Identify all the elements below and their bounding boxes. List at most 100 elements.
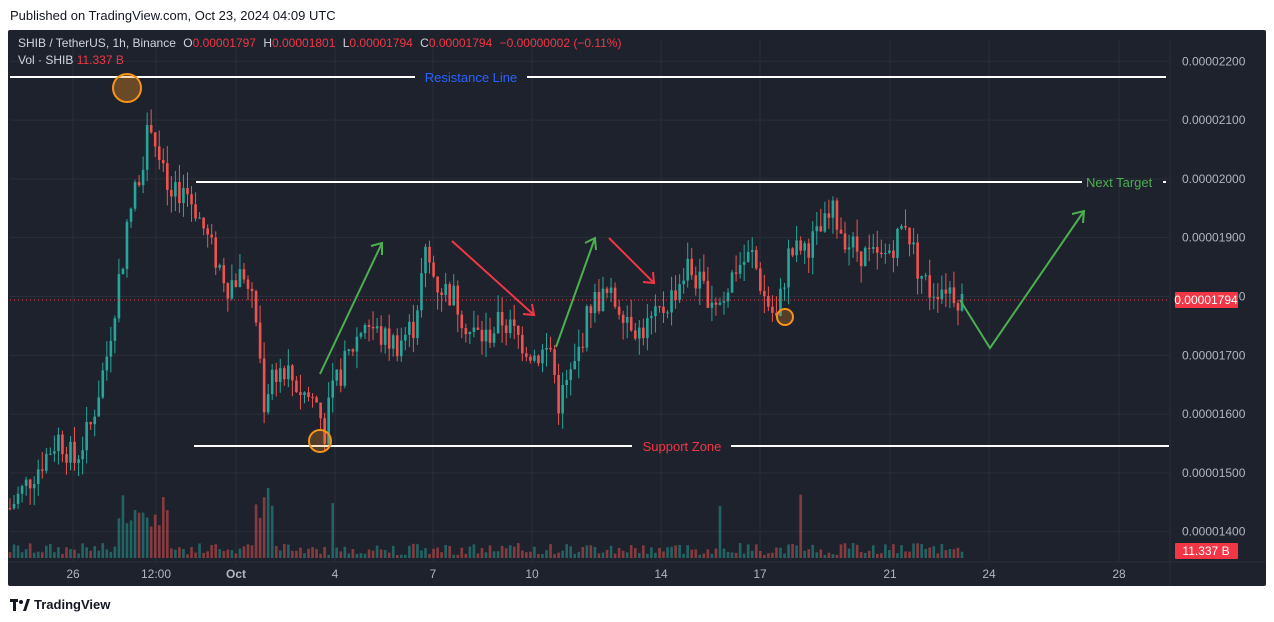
volume-bar — [278, 550, 282, 558]
tradingview-logo[interactable]: TradingView — [10, 597, 110, 612]
candle-body — [609, 287, 613, 293]
time-tick-label: 17 — [753, 567, 767, 581]
volume-bar — [807, 549, 811, 558]
volume-bar — [791, 543, 794, 558]
volume-bar — [525, 552, 528, 558]
candle-body — [625, 316, 629, 323]
volume-bar — [36, 551, 40, 558]
volume-bar — [440, 552, 443, 558]
candle-body — [803, 243, 806, 251]
candle-body — [589, 306, 593, 314]
candle-body — [408, 321, 411, 335]
candle-body — [20, 485, 24, 494]
candle-body — [210, 234, 213, 238]
candle-body — [85, 422, 88, 451]
volume-bar — [81, 543, 84, 558]
candle-body — [395, 335, 399, 357]
volume-bar — [484, 552, 488, 558]
time-tick-label: 14 — [654, 567, 668, 581]
volume-bar — [161, 497, 165, 558]
volume-bar — [258, 517, 262, 558]
time-tick-label: 21 — [883, 567, 897, 581]
publish-header: Published on TradingView.com, Oct 23, 20… — [0, 0, 1274, 30]
volume-bar — [936, 553, 940, 558]
candle-body — [218, 265, 222, 268]
volume-bar — [315, 549, 318, 558]
gridlines — [8, 40, 1266, 586]
candle-body — [835, 200, 839, 230]
volume-bar — [912, 543, 915, 558]
volume-bar — [920, 544, 923, 558]
candle-body — [738, 264, 742, 274]
candle-body — [404, 334, 407, 341]
candle-body — [654, 306, 657, 317]
candle-body — [529, 356, 532, 361]
candle-body — [726, 292, 730, 302]
candle-body — [125, 221, 129, 269]
volume-bar — [565, 544, 568, 558]
candle-body — [93, 416, 97, 425]
volume-bar — [339, 551, 343, 558]
chart-frame[interactable] — [8, 30, 1266, 586]
volume-bar — [892, 544, 895, 558]
volume-bar — [871, 545, 875, 558]
price-tick-label: 0.00002100 — [1182, 113, 1246, 127]
volume-bar — [101, 543, 105, 558]
candle-body — [642, 327, 645, 339]
candle-body — [525, 353, 528, 357]
time-tick-label: Oct — [226, 567, 246, 581]
candle-body — [597, 292, 601, 312]
open-label: O — [183, 36, 193, 50]
volume-bar — [61, 553, 64, 558]
volume-bar — [145, 517, 149, 558]
candle-body — [617, 306, 621, 315]
candle-body — [351, 349, 355, 352]
candle-body — [573, 360, 577, 370]
volume-bar — [460, 547, 464, 558]
candle-body — [190, 194, 193, 205]
volume-bar — [779, 547, 782, 558]
dip-marker[interactable] — [776, 308, 794, 326]
volume-bar — [633, 548, 637, 558]
candle-body — [666, 312, 669, 314]
candle-body — [702, 271, 706, 281]
symbol-title[interactable]: SHIB / TetherUS, 1h, Binance — [18, 36, 176, 50]
candle-body — [315, 397, 318, 403]
volume-bar — [670, 546, 673, 558]
candle-body — [371, 326, 375, 329]
volume-bar — [629, 545, 633, 558]
candle-body — [452, 285, 456, 306]
volume-bar — [24, 549, 28, 558]
candle-body — [496, 311, 500, 334]
candle-body — [424, 246, 427, 274]
volume-bar — [956, 547, 960, 558]
candle-body — [113, 318, 117, 341]
volume-bar — [40, 552, 44, 558]
candle-body — [234, 280, 238, 287]
volume-bar — [16, 545, 20, 558]
volume-bar — [504, 548, 508, 558]
candle-body — [299, 392, 302, 396]
close-value: 0.00001794 — [428, 36, 493, 50]
candle-body — [105, 356, 109, 371]
candle-body — [476, 327, 480, 330]
volume-bar — [867, 550, 871, 558]
volume-bar — [545, 550, 548, 558]
peak-marker[interactable] — [112, 73, 142, 103]
bottom-marker[interactable] — [308, 429, 332, 453]
candle-body — [359, 333, 363, 337]
volume-bar — [8, 552, 12, 558]
candle-body — [182, 187, 185, 204]
candle-body — [488, 329, 492, 343]
volume-label[interactable]: Vol · SHIB — [18, 53, 74, 67]
volume-bar — [674, 545, 677, 558]
candle-body — [145, 125, 149, 170]
volume-bar — [226, 549, 230, 558]
volume-bar — [799, 494, 802, 558]
candle-body — [637, 327, 641, 339]
candle-body — [432, 262, 435, 277]
candle-body — [670, 290, 673, 313]
candle-body — [355, 336, 359, 352]
candle-body — [238, 269, 242, 287]
